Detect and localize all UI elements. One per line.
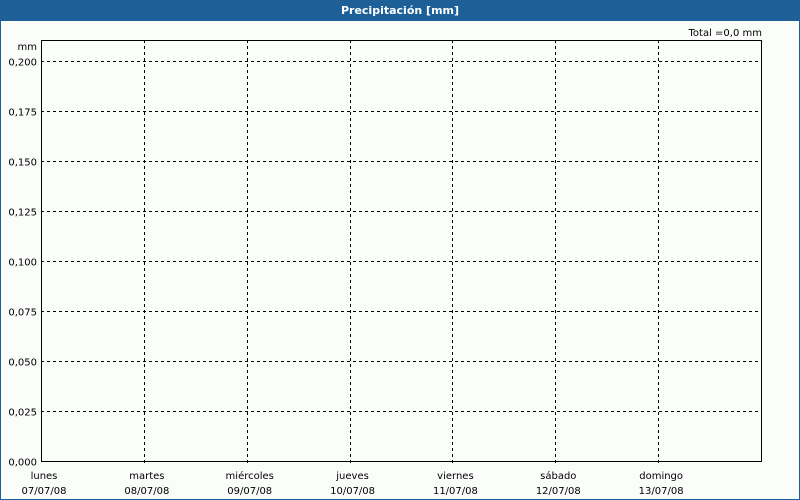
x-tick-date: 10/07/08 [330,486,375,497]
x-tick-day: sábado [540,470,576,482]
x-tick-date: 08/07/08 [124,486,169,497]
x-tick-date: 13/07/08 [639,486,684,497]
x-tick-day: martes [129,471,164,482]
x-tick-day: viernes [437,471,473,482]
x-tick-day: domingo [639,471,683,482]
y-tick-label: 0,100 [8,258,37,269]
x-tick-day: lunes [31,471,58,482]
y-tick-label: 0,050 [8,358,37,369]
x-tick-date: 09/07/08 [227,486,272,497]
plot-area-border [41,40,762,462]
y-tick-label: 0,200 [8,58,37,69]
x-tick-date: 07/07/08 [22,486,67,497]
x-tick-date: 11/07/08 [433,486,478,497]
x-tick-date: 12/07/08 [536,486,581,497]
total-label: Total =0,0 mm [688,28,762,39]
chart-title: Precipitación [mm] [0,0,800,21]
x-tick-day: miércoles [226,470,274,482]
y-tick-label: 0,025 [8,408,37,419]
y-tick-label: 0,075 [8,308,37,319]
y-tick-label: 0,000 [8,458,37,469]
y-tick-label: 0,150 [8,158,37,169]
y-axis-unit: mm [18,42,37,53]
y-tick-label: 0,175 [8,108,37,119]
x-tick-day: jueves [335,471,369,482]
y-tick-label: 0,125 [8,208,37,219]
